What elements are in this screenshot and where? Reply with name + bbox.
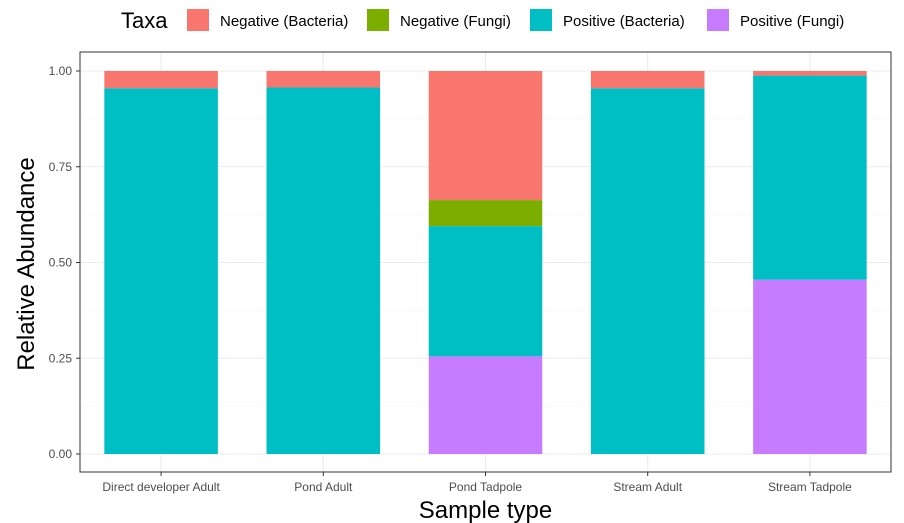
bars — [104, 71, 867, 455]
bar-segment — [428, 356, 543, 454]
x-axis-title: Sample type — [419, 497, 552, 523]
bar-segment — [266, 87, 381, 455]
x-axis-ticks: Direct developer Adult Pond Adult Pond Tad… — [102, 472, 852, 494]
legend-title: Taxa — [121, 8, 168, 33]
y-tick-label: 1.00 — [49, 64, 73, 78]
legend-label: Positive (Bacteria) — [563, 13, 685, 30]
legend: Taxa Negative (Bacteria) Negative (Fungi)… — [121, 8, 844, 33]
bar-segment — [104, 88, 218, 455]
legend-label: Positive (Fungi) — [740, 13, 844, 30]
legend-label: Negative (Bacteria) — [220, 13, 348, 30]
legend-key — [530, 9, 552, 31]
y-tick-label: 0.00 — [49, 447, 73, 461]
x-tick-label: Stream Tadpole — [768, 480, 852, 494]
y-tick-label: 0.75 — [49, 160, 73, 174]
y-tick-label: 0.50 — [49, 256, 73, 270]
bar-segment — [753, 279, 867, 454]
y-axis-title: Relative Abundance — [13, 157, 40, 371]
bar-segment — [428, 71, 543, 201]
legend-key — [367, 9, 389, 31]
bar-segment — [428, 200, 543, 227]
bar-segment — [428, 226, 543, 357]
legend-key — [187, 9, 209, 31]
y-tick-label: 0.25 — [49, 351, 73, 365]
x-tick-label: Pond Adult — [294, 480, 353, 494]
bar-segment — [590, 71, 705, 89]
x-tick-label: Pond Tadpole — [449, 480, 523, 494]
x-tick-label: Direct developer Adult — [102, 480, 220, 494]
legend-key — [707, 9, 729, 31]
bar-segment — [753, 75, 867, 280]
bar-segment — [266, 71, 381, 88]
y-axis-ticks: 0.00 0.25 0.50 0.75 1.00 — [49, 64, 80, 461]
x-tick-label: Stream Adult — [613, 480, 682, 494]
legend-label: Negative (Fungi) — [400, 13, 511, 30]
bar-segment — [590, 88, 705, 455]
bar-segment — [753, 71, 867, 76]
bar-segment — [104, 71, 218, 89]
